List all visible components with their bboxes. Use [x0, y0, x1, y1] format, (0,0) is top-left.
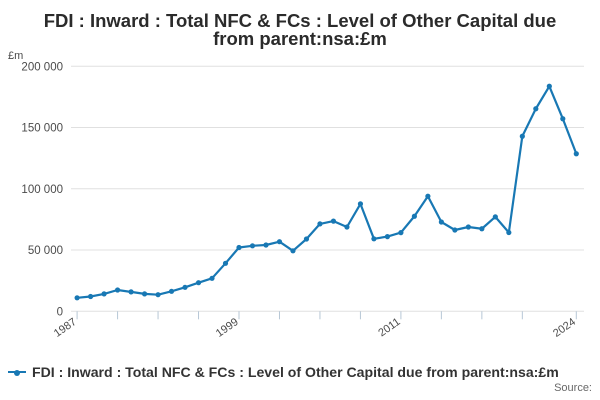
svg-text:150 000: 150 000 [21, 123, 63, 135]
svg-text:0: 0 [57, 306, 63, 318]
svg-text:200 000: 200 000 [21, 61, 63, 73]
svg-text:1987: 1987 [52, 316, 79, 340]
svg-text:50 000: 50 000 [28, 245, 63, 257]
svg-text:2011: 2011 [376, 316, 402, 339]
svg-text:1999: 1999 [214, 316, 241, 340]
svg-text:100 000: 100 000 [21, 184, 63, 196]
svg-text:2024: 2024 [551, 316, 578, 340]
